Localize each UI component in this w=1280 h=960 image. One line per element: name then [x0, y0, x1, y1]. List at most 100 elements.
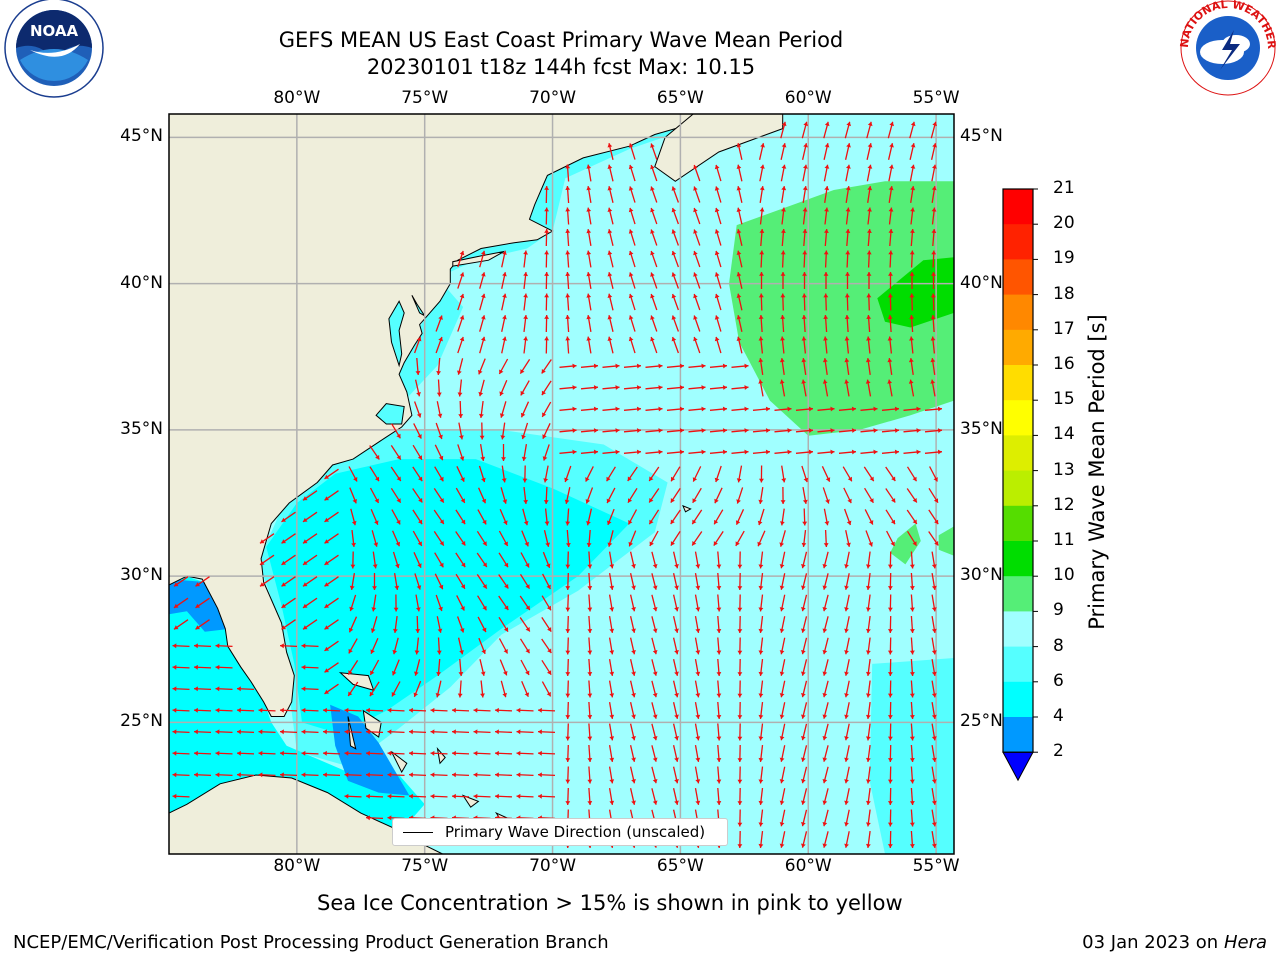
wave-arrow-145 [544, 293, 549, 311]
wave-arrow-76 [544, 228, 549, 247]
wave-arrow-101 [586, 250, 592, 268]
field-gulf-stream-core-4-6s [266, 459, 630, 735]
wave-arrow-419 [691, 509, 703, 525]
wave-arrow-774 [301, 750, 319, 756]
wave-arrow-716 [608, 701, 615, 720]
wave-arrow-685 [716, 680, 722, 698]
wave-arrow-494 [931, 551, 937, 569]
wave-arrow-477 [565, 551, 571, 569]
wave-arrow-916 [844, 831, 850, 848]
wave-arrow-324 [580, 449, 599, 455]
wave-arrow-323 [559, 449, 577, 455]
wave-arrow-745 [451, 729, 470, 735]
wave-arrow-256 [801, 379, 807, 397]
wave-arrow-491 [866, 551, 871, 569]
wave-arrow-917 [866, 831, 871, 848]
wave-arrow-616 [672, 637, 679, 655]
wave-arrow-273 [623, 406, 642, 412]
wave-arrow-243 [520, 380, 530, 396]
island-3 [391, 751, 408, 774]
wave-arrow-859 [737, 787, 743, 806]
wave-arrow-119 [479, 272, 486, 289]
wave-arrow-780 [430, 750, 448, 756]
wave-arrow-136 [845, 272, 850, 289]
wave-arrow-165 [457, 315, 465, 332]
lon-tick-top: 75°W [401, 88, 449, 108]
wave-arrow-377 [455, 487, 466, 504]
wave-arrow-712 [516, 707, 534, 713]
wave-arrow-293 [500, 422, 506, 440]
wave-arrow-509 [519, 573, 531, 590]
wave-arrow-239 [436, 379, 442, 397]
wave-arrow-309 [838, 428, 857, 433]
wave-arrow-193 [523, 336, 528, 354]
wave-arrow-332 [752, 449, 771, 455]
wave-arrow-697 [193, 707, 212, 713]
wave-arrow-538 [435, 594, 443, 612]
wave-arrow-413 [565, 508, 571, 526]
wave-arrow-398 [906, 488, 918, 503]
wave-arrow-166 [479, 315, 486, 332]
wave-arrow-711 [494, 707, 513, 713]
wave-arrow-692 [866, 680, 871, 698]
wave-arrow-860 [758, 788, 764, 805]
wave-arrow-291 [458, 422, 464, 440]
wave-arrow-397 [885, 488, 896, 503]
wave-arrow-66 [736, 207, 743, 225]
wave-arrow-109 [759, 250, 765, 268]
wave-arrow-260 [887, 379, 893, 397]
wave-arrow-404 [370, 508, 379, 526]
wave-arrow-221 [580, 363, 599, 369]
wave-arrow-396 [864, 487, 874, 504]
wave-arrow-69 [802, 207, 808, 225]
wave-arrow-96 [479, 250, 486, 268]
wave-arrow-591 [866, 616, 871, 633]
wave-arrow-776 [344, 750, 362, 756]
wave-arrow-321 [521, 443, 528, 462]
lat-tick-right: 40°N [960, 272, 1003, 293]
wave-arrow-625 [866, 637, 871, 655]
wave-arrow-805 [193, 772, 212, 778]
wave-arrow-456 [801, 530, 807, 547]
wave-arrow-373 [369, 487, 380, 504]
wave-arrow-583 [694, 615, 701, 634]
wave-arrow-144 [523, 293, 528, 311]
wave-arrow-836 [866, 766, 871, 784]
wave-arrow-113 [845, 250, 851, 268]
wave-arrow-378 [478, 487, 487, 504]
wave-arrow-528 [931, 572, 937, 591]
wave-arrow-429 [906, 509, 918, 525]
wave-arrow-421 [735, 509, 745, 525]
wave-arrow-666 [301, 686, 319, 692]
wave-arrow-44 [671, 186, 680, 203]
wave-arrow-445 [566, 529, 571, 548]
field-small-green-patch-2 [938, 526, 954, 556]
wave-arrow-644 [565, 658, 571, 677]
wave-arrow-153 [714, 293, 722, 311]
wave-arrow-123 [565, 271, 571, 290]
wave-arrow-224 [645, 363, 663, 369]
wave-arrow-621 [779, 637, 786, 655]
wave-arrow-72 [867, 207, 872, 225]
wave-arrow-55 [910, 186, 916, 203]
wave-arrow-257 [822, 379, 829, 397]
wave-arrow-200 [671, 336, 680, 354]
wave-arrow-661 [931, 658, 937, 677]
colorbar-segment-14 [1003, 681, 1033, 718]
wave-arrow-446 [586, 529, 592, 548]
lon-tick-bottom: 80°W [273, 856, 321, 876]
wave-arrow-82 [671, 229, 680, 246]
wave-arrow-541 [498, 595, 509, 611]
wave-arrow-469 [392, 551, 400, 569]
wave-arrow-559 [888, 594, 893, 612]
wave-arrow-360 [736, 465, 743, 483]
wave-arrow-402 [324, 511, 339, 523]
wave-arrow-75 [931, 207, 937, 225]
wave-arrow-672 [435, 680, 442, 698]
wave-arrow-824 [608, 766, 615, 784]
wave-arrow-279 [752, 406, 771, 412]
wave-arrow-641 [499, 659, 508, 676]
wave-arrow-466 [324, 554, 339, 566]
wave-arrow-7 [930, 121, 937, 139]
wave-arrow-548 [651, 594, 658, 612]
